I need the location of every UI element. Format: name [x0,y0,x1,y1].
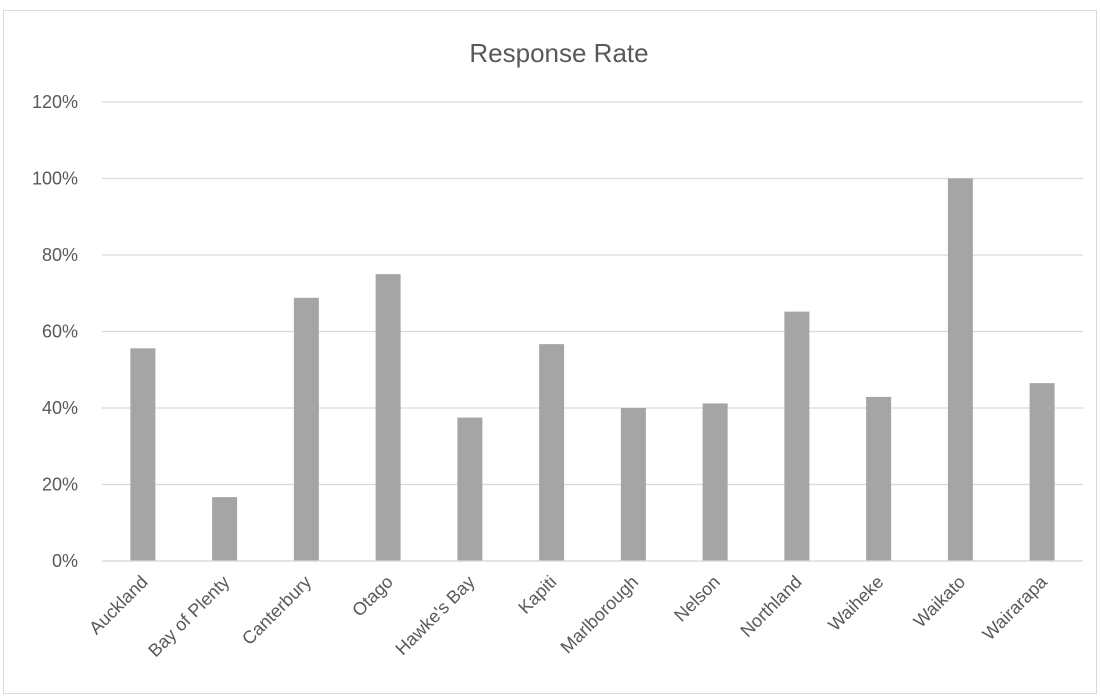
chart-title: Response Rate [469,38,648,68]
y-tick-label: 120% [32,92,78,112]
x-tick-label: Nelson [670,572,724,626]
bar [947,178,973,561]
bar [130,348,156,561]
y-tick-label: 100% [32,169,78,189]
x-tick-label: Waiheke [824,572,887,635]
bar [620,408,646,561]
y-axis: 0% 20% 40% 60% 80% 100% 120% [32,92,78,571]
y-tick-label: 60% [42,322,78,342]
bar [293,297,319,561]
bar [1029,383,1055,561]
x-tick-label: Otago [348,572,397,621]
x-tick-label: Kapiti [514,572,560,618]
bar [375,274,401,561]
x-tick-label: Bay of Plenty [144,572,233,661]
x-tick-label: Marlborough [557,572,643,658]
bar [702,403,728,561]
bar [457,417,483,561]
x-tick-label: Hawke's Bay [391,572,478,659]
x-tick-label: Waikato [910,572,970,632]
bar [784,311,810,561]
y-tick-label: 0% [52,551,78,571]
x-tick-label: Canterbury [238,572,315,649]
x-tick-label: Auckland [85,572,152,639]
gridlines [102,101,1083,562]
bars [130,178,1055,561]
x-tick-label: Wairarapa [979,571,1052,644]
bar [866,396,892,561]
y-tick-label: 20% [42,475,78,495]
y-tick-label: 40% [42,398,78,418]
y-tick-label: 80% [42,245,78,265]
x-tick-label: Northland [736,572,805,641]
bar [212,497,238,561]
bar [539,344,565,561]
